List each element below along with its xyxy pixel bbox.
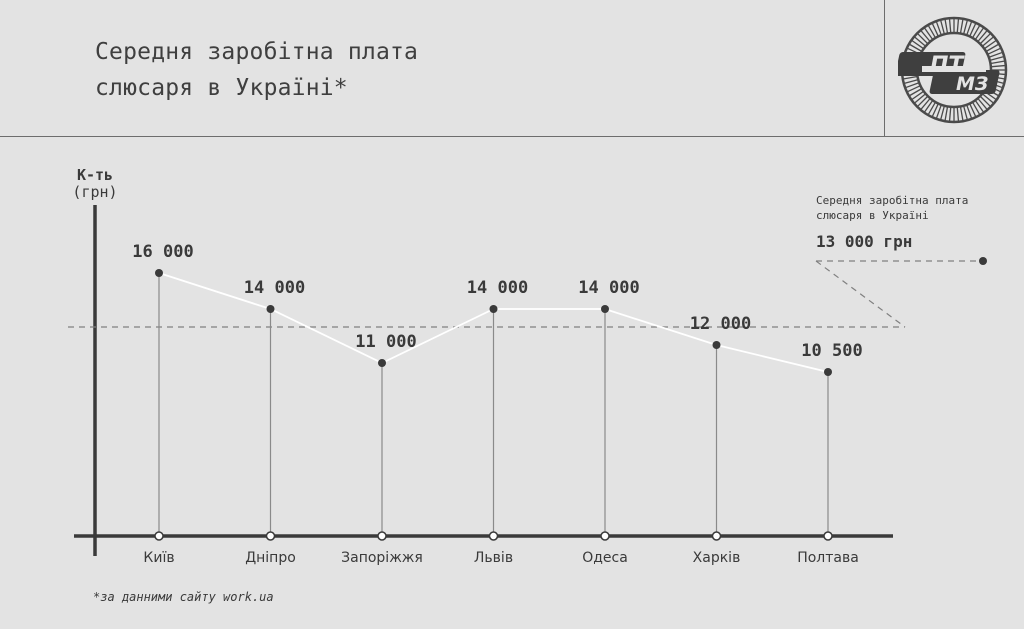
x-tick-label-6: Полтава xyxy=(797,550,859,566)
data-point-3 xyxy=(489,305,498,313)
axis-marker-0 xyxy=(154,531,164,541)
logo-text-bottom: МЗ xyxy=(956,73,988,95)
x-tick-label-1: Дніпро xyxy=(245,550,296,566)
axis-marker-2 xyxy=(377,531,387,541)
page-title: Середня заробітна плата слюсаря в Україн… xyxy=(95,34,418,106)
data-point-1 xyxy=(266,305,275,313)
average-value-label: 13 000 грн xyxy=(816,232,912,251)
data-point-4 xyxy=(601,305,609,313)
data-label-5: 12 000 xyxy=(690,314,751,334)
data-label-0: 16 000 xyxy=(132,242,193,262)
data-point-0 xyxy=(155,269,163,277)
footnote: *за данними сайту work.ua xyxy=(93,590,274,604)
average-callout-connector xyxy=(815,260,906,328)
average-callout-dot xyxy=(979,257,987,265)
gear-logo-icon: ПТ МЗ xyxy=(898,16,1008,124)
x-tick-label-4: Одеса xyxy=(582,550,628,566)
axis-marker-4 xyxy=(600,531,610,541)
axis-marker-5 xyxy=(711,531,722,541)
data-label-1: 14 000 xyxy=(244,278,305,298)
x-tick-label-0: Київ xyxy=(143,550,174,566)
data-point-5 xyxy=(712,341,721,349)
x-tick-label-2: Запоріжжя xyxy=(341,550,423,566)
average-label-line1: Середня заробітна плата xyxy=(816,194,968,207)
data-label-3: 14 000 xyxy=(467,278,528,298)
average-callout: Середня заробітна плата слюсаря в Україн… xyxy=(815,194,987,328)
y-axis-label-line1: К-ть xyxy=(77,166,113,184)
axis-marker-6 xyxy=(823,531,833,541)
axis-marker-1 xyxy=(265,531,276,541)
x-tick-label-3: Львів xyxy=(474,550,513,566)
data-label-2: 11 000 xyxy=(355,332,416,352)
data-point-2 xyxy=(378,359,386,367)
data-label-6: 10 500 xyxy=(801,341,862,361)
y-axis-label-line2: (грн) xyxy=(72,183,117,201)
average-label-line2: слюсаря в Україні xyxy=(816,209,929,222)
title-line-1: Середня заробітна плата xyxy=(95,39,419,65)
data-label-4: 14 000 xyxy=(578,278,639,298)
data-point-6 xyxy=(824,368,832,376)
axis-marker-3 xyxy=(488,531,499,541)
header: Середня заробітна плата слюсаря в Україн… xyxy=(0,0,1024,137)
title-line-2: слюсаря в Україні* xyxy=(95,75,348,101)
x-tick-label-5: Харків xyxy=(693,550,741,566)
header-divider xyxy=(884,0,885,137)
logo-text-top: ПТ xyxy=(930,53,965,78)
